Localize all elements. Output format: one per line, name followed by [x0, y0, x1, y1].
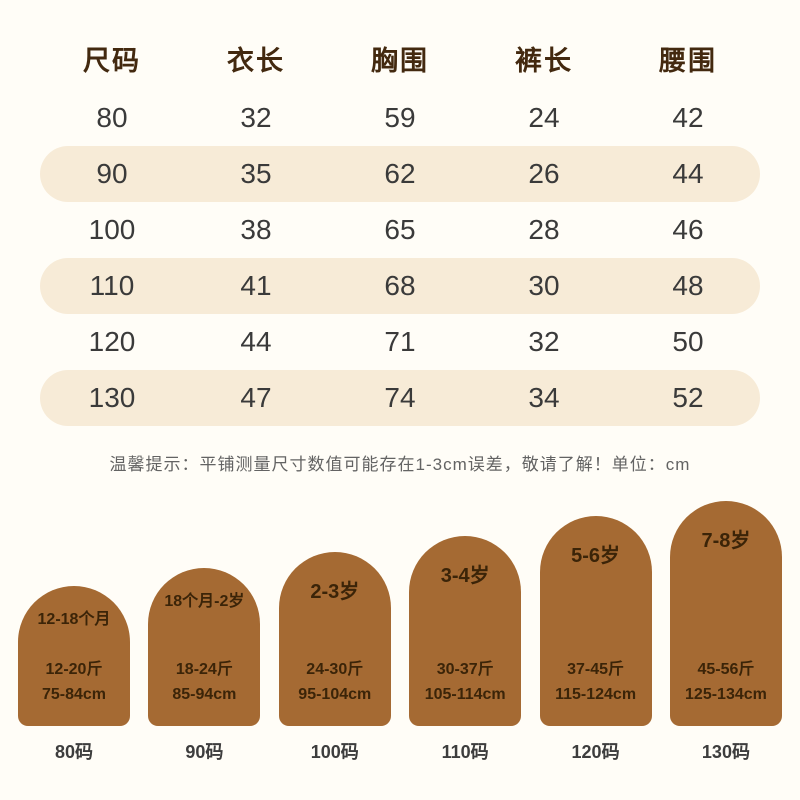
table-cell: 28	[528, 214, 560, 245]
table-cell: 74	[384, 382, 416, 413]
size-code-label: 80码	[54, 742, 94, 762]
size-arch: 12-18个月 12-20斤 75-84cm	[18, 586, 130, 726]
table-cell: 34	[528, 382, 560, 413]
size-guide-item: 3-4岁 30-37斤 105-114cm 110码	[409, 536, 522, 764]
size-guide-item: 18个月-2岁 18-24斤 85-94cm 90码	[148, 568, 261, 764]
age-label: 18个月-2岁	[164, 593, 245, 610]
size-code-label: 120码	[571, 742, 620, 762]
header-garment-length: 衣长	[227, 45, 285, 76]
table-cell: 44	[672, 158, 704, 189]
weight-label: 45-56斤	[697, 661, 755, 679]
table-cell: 130	[88, 382, 136, 413]
height-label: 105-114cm	[424, 686, 506, 704]
height-label: 75-84cm	[41, 686, 107, 704]
table-cell: 38	[240, 214, 272, 245]
height-label: 85-94cm	[172, 686, 237, 704]
size-code-label: 110码	[441, 742, 489, 762]
header-chest: 胸围	[371, 45, 429, 76]
size-guide-item: 5-6岁 37-45斤 115-124cm 120码	[539, 516, 652, 764]
size-arch: 2-3岁 24-30斤 95-104cm	[278, 552, 391, 726]
size-table: 尺码 衣长 胸围 裤长 腰围 80 32 59 24 42 90 35 62 2…	[40, 0, 760, 426]
weight-label: 30-37斤	[436, 661, 494, 679]
height-label: 125-134cm	[685, 686, 767, 704]
size-code-label: 90码	[185, 742, 224, 762]
table-cell: 32	[240, 102, 272, 133]
table-cell: 100	[88, 214, 136, 245]
age-label: 2-3岁	[310, 581, 360, 603]
size-chart: 尺码 衣长 胸围 裤长 腰围 80 32 59 24 42 90 35 62 2…	[0, 0, 800, 764]
table-row: 120 44 71 32 50	[40, 314, 760, 370]
weight-label: 18-24斤	[175, 661, 233, 679]
table-cell: 52	[672, 382, 704, 413]
size-arch: 3-4岁 30-37斤 105-114cm	[409, 536, 522, 726]
table-cell: 90	[96, 158, 128, 189]
age-label: 5-6岁	[571, 545, 621, 567]
table-cell: 62	[384, 158, 416, 189]
table-cell: 42	[672, 102, 704, 133]
age-label: 12-18个月	[37, 611, 111, 628]
table-cell: 48	[672, 270, 704, 301]
table-row: 100 38 65 28 46	[40, 202, 760, 258]
table-row: 130 47 74 34 52	[40, 370, 760, 426]
table-row: 80 32 59 24 42	[40, 90, 760, 146]
table-cell: 24	[528, 102, 560, 133]
table-cell: 46	[672, 214, 704, 245]
table-row: 90 35 62 26 44	[40, 146, 760, 202]
size-arch: 5-6岁 37-45斤 115-124cm	[539, 516, 652, 726]
table-cell: 47	[240, 382, 272, 413]
height-label: 115-124cm	[555, 686, 637, 704]
size-guide-item: 7-8岁 45-56斤 125-134cm 130码	[669, 501, 782, 764]
weight-label: 24-30斤	[306, 661, 364, 679]
table-cell: 30	[528, 270, 560, 301]
measurement-note: 温馨提示：平铺测量尺寸数值可能存在1-3cm误差，敬请了解！单位：cm	[109, 455, 691, 474]
table-cell: 32	[528, 326, 560, 357]
table-cell: 50	[672, 326, 704, 357]
table-cell: 68	[384, 270, 416, 301]
table-cell: 26	[528, 158, 560, 189]
size-arch: 7-8岁 45-56斤 125-134cm	[669, 501, 782, 726]
table-cell: 44	[240, 326, 272, 357]
age-label: 3-4岁	[440, 565, 490, 587]
size-guide-item: 2-3岁 24-30斤 95-104cm 100码	[278, 552, 391, 764]
age-size-guide: 12-18个月 12-20斤 75-84cm 80码 18个月-2岁 18-24…	[0, 501, 800, 764]
table-cell: 71	[384, 326, 416, 357]
table-cell: 80	[96, 102, 128, 133]
height-label: 95-104cm	[298, 686, 372, 704]
header-pants-length: 裤长	[515, 45, 573, 76]
size-code-label: 100码	[310, 742, 359, 762]
table-cell: 120	[88, 326, 136, 357]
table-row: 110 41 68 30 48	[40, 258, 760, 314]
header-size: 尺码	[83, 45, 141, 76]
table-cell: 110	[89, 270, 135, 301]
age-label: 7-8岁	[701, 530, 751, 552]
table-cell: 35	[240, 158, 272, 189]
table-cell: 41	[240, 270, 272, 301]
size-code-label: 130码	[701, 742, 750, 762]
table-header-row: 尺码 衣长 胸围 裤长 腰围	[40, 26, 760, 90]
size-guide-item: 12-18个月 12-20斤 75-84cm 80码	[18, 586, 130, 764]
weight-label: 37-45斤	[567, 661, 625, 679]
table-cell: 65	[384, 214, 416, 245]
weight-label: 12-20斤	[45, 661, 103, 679]
header-waist: 腰围	[659, 45, 717, 76]
table-cell: 59	[384, 102, 416, 133]
size-arch: 18个月-2岁 18-24斤 85-94cm	[148, 568, 261, 726]
